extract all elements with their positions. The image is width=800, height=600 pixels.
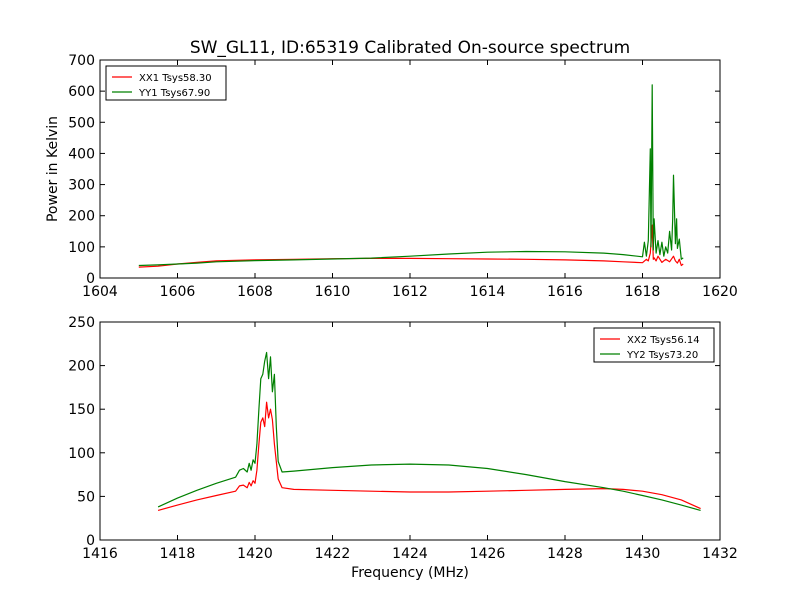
figure-title: SW_GL11, ID:65319 Calibrated On-source s…: [190, 38, 630, 58]
top-plot-y-tick-label: 0: [86, 271, 95, 287]
top-plot-x-tick-label: 1610: [315, 284, 351, 300]
bottom-plot-ticks: 1416 1418 1420 1422 1424 1426 1428 1430 1432 0 50 1…: [68, 315, 738, 562]
top-plot-x-tick-label: 1606: [160, 284, 196, 300]
bottom-plot-x-tick-label: 1422: [315, 546, 351, 562]
legend-box: [593, 327, 715, 363]
series-line-yy1: [138, 84, 684, 267]
legend-label: XX1 Tsys58.30: [139, 73, 212, 84]
bottom-plot-legend: XX2 Tsys56.14 YY2 Tsys73.20: [593, 327, 715, 363]
top-plot-y-tick-label: 700: [68, 53, 95, 69]
series-line-yy2: [157, 351, 701, 511]
top-plot-x-tick-label: 1618: [625, 284, 661, 300]
top-plot-ticks: 1604 1606 1608 1610 1612 1614 1616 1618 1620 0 100…: [68, 53, 738, 300]
bottom-plot-y-tick-label: 100: [68, 446, 95, 462]
top-plot-x-tick-label: 1620: [702, 284, 738, 300]
top-plot-x-tick-label: 1612: [392, 284, 428, 300]
top-plot-series: [138, 84, 684, 268]
legend-label: XX2 Tsys56.14: [627, 335, 700, 346]
bottom-plot-x-tick-label: 1426: [470, 546, 506, 562]
series-line-xx1: [138, 224, 684, 268]
top-plot-x-tick-label: 1604: [82, 284, 118, 300]
legend-label: YY1 Tsys67.90: [138, 88, 210, 99]
bottom-plot-y-tick-label: 200: [68, 359, 95, 375]
bottom-plot-x-tick-label: 1418: [160, 546, 196, 562]
bottom-plot-y-tick-label: 150: [68, 402, 95, 418]
bottom-plot-series: [157, 351, 701, 511]
top-plot-y-tick-label: 300: [68, 178, 95, 194]
bottom-plot-x-tick-label: 1416: [82, 546, 118, 562]
top-plot-y-tick-label: 500: [68, 115, 95, 131]
bottom-plot-x-tick-label: 1420: [237, 546, 273, 562]
top-plot-y-tick-label: 100: [68, 240, 95, 256]
legend-box: [105, 65, 227, 101]
bottom-plot-y-tick-label: 250: [68, 315, 95, 331]
bottom-plot-x-tick-label: 1432: [702, 546, 738, 562]
top-plot-y-tick-label: 400: [68, 146, 95, 162]
bottom-plot: 1416 1418 1420 1422 1424 1426 1428 1430 1432 0 50 1…: [68, 315, 738, 581]
legend-label: YY2 Tsys73.20: [626, 350, 698, 361]
bottom-plot-x-tick-label: 1430: [625, 546, 661, 562]
top-plot-y-tick-label: 600: [68, 84, 95, 100]
bottom-plot-x-tick-label: 1428: [547, 546, 583, 562]
bottom-plot-x-tick-label: 1424: [392, 546, 428, 562]
top-plot-y-tick-label: 200: [68, 209, 95, 225]
bottom-plot-y-tick-label: 0: [86, 533, 95, 549]
top-plot-x-tick-label: 1608: [237, 284, 273, 300]
top-plot-x-tick-label: 1616: [547, 284, 583, 300]
top-plot-legend: XX1 Tsys58.30 YY1 Tsys67.90: [105, 65, 227, 101]
series-line-xx2: [157, 401, 701, 511]
bottom-plot-xlabel: Frequency (MHz): [351, 565, 469, 581]
top-plot-ylabel: Power in Kelvin: [45, 116, 61, 222]
top-plot-x-tick-label: 1614: [470, 284, 506, 300]
bottom-plot-y-tick-label: 50: [77, 489, 95, 505]
top-plot: 1604 1606 1608 1610 1612 1614 1616 1618 1620 0 100…: [45, 53, 738, 300]
